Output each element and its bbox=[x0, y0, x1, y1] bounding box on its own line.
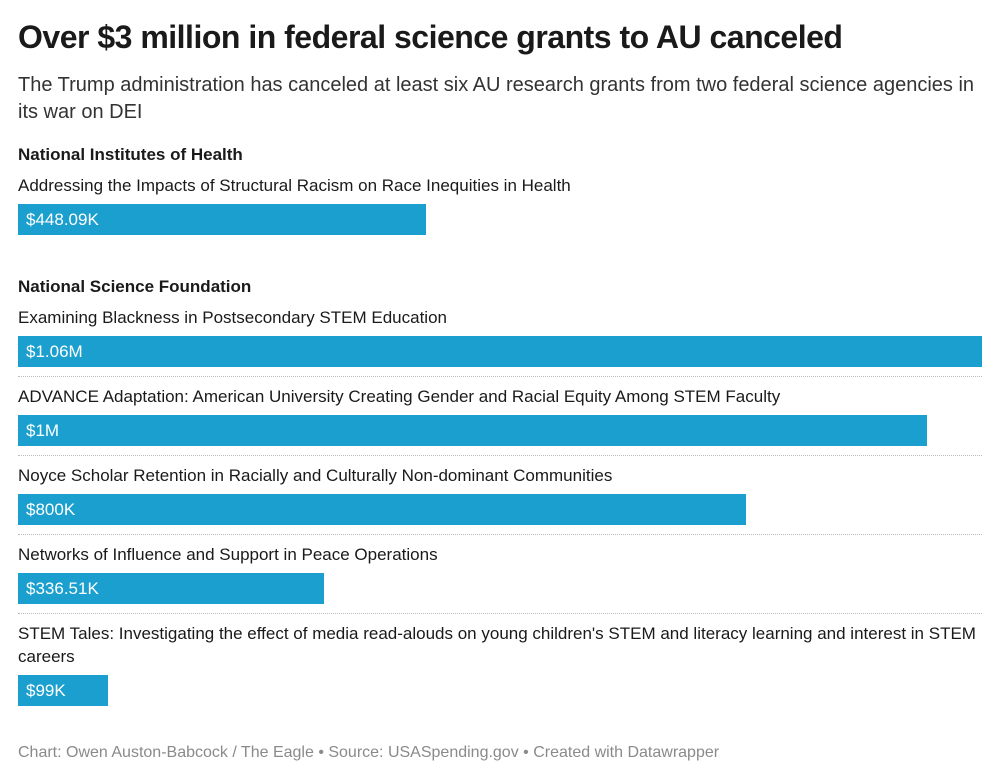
row: Addressing the Impacts of Structural Rac… bbox=[18, 174, 982, 235]
bar: $1M bbox=[18, 415, 928, 446]
group: National Institutes of Health Addressing … bbox=[18, 144, 982, 235]
bar-label: Addressing the Impacts of Structural Rac… bbox=[18, 176, 571, 195]
group-name: National Institutes of Health bbox=[18, 145, 243, 164]
bar-label: Noyce Scholar Retention in Racially and … bbox=[18, 466, 613, 485]
bar-label: STEM Tales: Investigating the effect of … bbox=[18, 624, 976, 666]
value-label: $1.06M bbox=[26, 342, 83, 361]
row: STEM Tales: Investigating the effect of … bbox=[18, 622, 982, 706]
value-label: $800K bbox=[26, 500, 76, 519]
row: Examining Blackness in Postsecondary STE… bbox=[18, 306, 982, 377]
group-name: National Science Foundation bbox=[18, 277, 252, 296]
groups: National Institutes of Health Addressing … bbox=[18, 144, 982, 706]
bar: $448.09K bbox=[18, 204, 426, 235]
chart: Over $3 million in federal science grant… bbox=[18, 12, 982, 706]
chart-title: Over $3 million in federal science grant… bbox=[18, 19, 843, 55]
bar-label: Networks of Influence and Support in Pea… bbox=[18, 545, 438, 564]
group: National Science Foundation Examining Bla… bbox=[18, 276, 982, 706]
value-label: $1M bbox=[26, 421, 60, 440]
row: Noyce Scholar Retention in Racially and … bbox=[18, 464, 982, 535]
bar: $1.06M bbox=[18, 336, 982, 367]
bar: $99K bbox=[18, 675, 109, 706]
bar: $336.51K bbox=[18, 573, 325, 604]
bar-label: Examining Blackness in Postsecondary STE… bbox=[18, 308, 447, 327]
bar-label: ADVANCE Adaptation: American University … bbox=[18, 387, 781, 406]
chart-subtitle: The Trump administration has canceled at… bbox=[18, 74, 975, 123]
credit: Chart: Owen Auston-Babcock / The Eagle •… bbox=[18, 744, 720, 761]
row: ADVANCE Adaptation: American University … bbox=[18, 385, 982, 456]
value-label: $99K bbox=[26, 681, 66, 700]
value-label: $336.51K bbox=[26, 579, 99, 598]
bar: $800K bbox=[18, 494, 746, 525]
value-label: $448.09K bbox=[26, 210, 99, 229]
row: Networks of Influence and Support in Pea… bbox=[18, 543, 982, 614]
